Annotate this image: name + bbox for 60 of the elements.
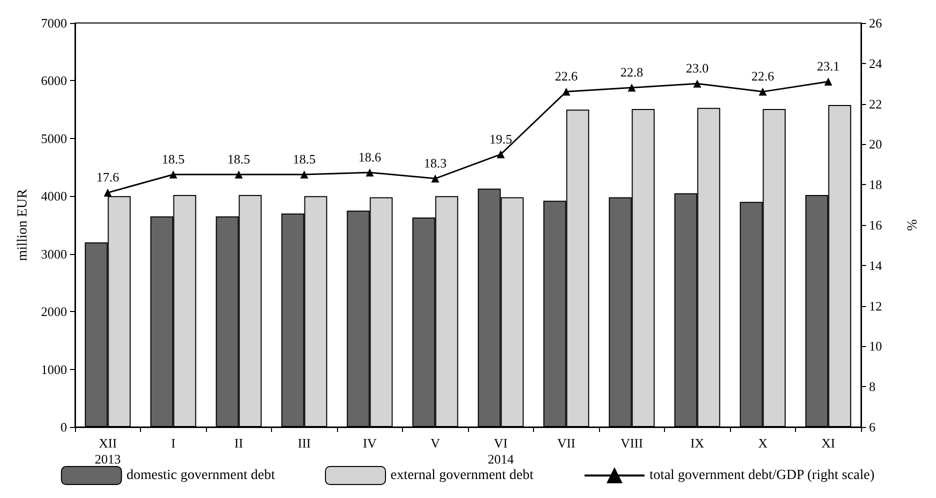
- x-tick-label: VI 2014: [488, 436, 514, 466]
- x-tick-label: VIII: [620, 436, 643, 450]
- point: [300, 170, 308, 178]
- x-tick-label: I: [171, 436, 176, 450]
- x-tick-label: IX: [690, 436, 705, 450]
- y-tick-label: 4000: [41, 188, 67, 204]
- point: [562, 88, 570, 96]
- y2-tick-label: 16: [869, 218, 882, 232]
- data-label: 22.8: [620, 64, 644, 80]
- y-tick-label: 5000: [41, 130, 67, 146]
- point: [169, 170, 178, 178]
- data-label: 23.1: [816, 58, 840, 74]
- y2-tick-label: 14: [869, 258, 882, 273]
- point: [824, 78, 832, 86]
- data-label: 22.6: [554, 68, 578, 84]
- x-tick-label: XI: [821, 436, 836, 450]
- point: [628, 84, 636, 92]
- y2-tick-label: 26: [869, 16, 882, 30]
- x-tick-label: X: [758, 436, 768, 450]
- x-tick-label: XII 2013: [94, 436, 121, 466]
- x-tick-label: V: [430, 436, 441, 450]
- legend-label: external government debt: [390, 468, 534, 483]
- y-tick-label: 1000: [41, 362, 67, 377]
- point: [366, 168, 374, 176]
- y2-tick-label: 12: [869, 298, 882, 314]
- y2-tick-label: 10: [869, 338, 882, 354]
- data-label: 19.5: [489, 131, 512, 146]
- legend-label: domestic government debt: [126, 468, 276, 483]
- point: [431, 174, 440, 183]
- x-tick-label: III: [298, 436, 311, 450]
- y-axis-title: million EUR: [16, 188, 30, 261]
- legend-label: total government debt/GDP (right scale): [650, 468, 875, 483]
- point: [693, 80, 702, 88]
- data-label: 18.5: [292, 152, 316, 166]
- data-label: 22.6: [751, 68, 775, 84]
- y-tick-label: 7000: [41, 16, 67, 30]
- x-tick-label: IV: [362, 436, 378, 450]
- data-label: 18.5: [227, 152, 250, 166]
- data-label: 23.0: [686, 60, 709, 76]
- y2-tick-label: 6: [869, 420, 876, 434]
- point: [104, 188, 112, 197]
- point: [758, 88, 767, 96]
- x-tick-label: II: [234, 436, 244, 450]
- y2-tick-label: 22: [869, 96, 882, 112]
- y2-tick-label: 20: [869, 136, 882, 152]
- y2-tick-label: 8: [869, 379, 876, 394]
- x-tick-label: VII: [557, 436, 576, 450]
- y-tick-label: 2000: [41, 304, 67, 320]
- y2-tick-label: 24: [869, 56, 882, 71]
- point: [234, 170, 243, 178]
- y2-tick-label: 18: [869, 177, 882, 192]
- data-label: 18.3: [424, 156, 447, 171]
- y-tick-label: 6000: [41, 73, 67, 88]
- y-tick-label: 3000: [41, 246, 67, 262]
- data-label: 18.6: [358, 149, 382, 164]
- point: [496, 150, 505, 158]
- data-label: 17.6: [96, 170, 120, 185]
- y-tick-label: 0: [60, 420, 67, 434]
- y2-axis-title: %: [906, 218, 920, 231]
- data-label: 18.5: [162, 152, 185, 166]
